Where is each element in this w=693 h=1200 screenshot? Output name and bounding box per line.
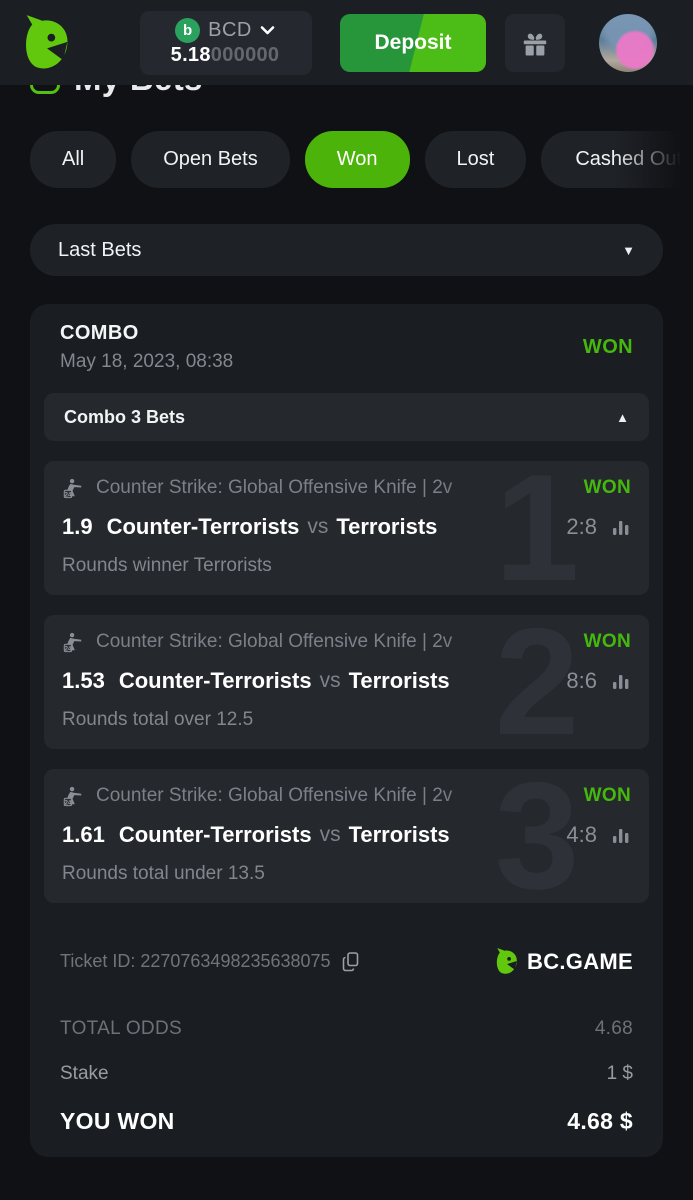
bet-leg-2: 2 24 Counter Strike: Global Offensive Kn…: [44, 615, 649, 749]
collapse-triangle-icon: ▲: [616, 409, 629, 425]
svg-text:24: 24: [65, 646, 72, 652]
leg-market: Rounds winner Terrorists: [62, 555, 272, 576]
leg-team1: Counter-Terrorists: [118, 822, 312, 847]
bet-card: COMBO May 18, 2023, 08:38 WON Combo 3 Be…: [30, 304, 663, 1157]
combo-toggle[interactable]: Combo 3 Bets ▲: [44, 393, 649, 441]
copy-icon[interactable]: [341, 951, 360, 972]
leg-market: Rounds total over 12.5: [62, 709, 254, 730]
ticket-row: Ticket ID: 2270763498235638075 B: [44, 947, 649, 976]
app-header: b BCD 5.18000000 Deposit: [0, 0, 693, 85]
stake-label: Stake: [60, 1063, 109, 1084]
bet-card-header: COMBO May 18, 2023, 08:38 WON: [44, 322, 649, 373]
leg-vs: vs: [319, 823, 341, 846]
leg-score: 2:8: [566, 514, 597, 539]
csgo-game-icon: 24: [62, 785, 84, 807]
bc-game-logo-icon[interactable]: [20, 12, 72, 74]
filter-open-bets[interactable]: Open Bets: [131, 131, 290, 188]
you-won-label: YOU WON: [60, 1108, 175, 1134]
stake-row: Stake 1 $: [44, 1063, 649, 1085]
filter-tabs: All Open Bets Won Lost Cashed Out: [30, 131, 693, 188]
ticket-id: Ticket ID: 2270763498235638075: [60, 951, 331, 971]
filter-won[interactable]: Won: [304, 131, 410, 188]
combo-toggle-label: Combo 3 Bets: [64, 406, 186, 427]
deposit-button[interactable]: Deposit: [340, 13, 486, 72]
leg-watermark-number: 3: [494, 769, 580, 903]
gift-button[interactable]: [505, 13, 565, 72]
you-won-row: YOU WON 4.68 $: [44, 1108, 649, 1135]
stake-value: 1 $: [606, 1063, 633, 1084]
brand-name: BC.GAME: [527, 948, 633, 974]
leg-team1: Counter-Terrorists: [106, 514, 300, 539]
total-odds-value: 4.68: [594, 1018, 633, 1039]
leg-team1: Counter-Terrorists: [118, 668, 312, 693]
leg-score: 8:6: [566, 668, 597, 693]
stats-icon[interactable]: [611, 825, 631, 845]
leg-market: Rounds total under 13.5: [62, 863, 265, 884]
my-bets-page: My Bets All Open Bets Won Lost Cashed Ou…: [0, 55, 693, 1157]
leg-status-badge: WON: [583, 631, 631, 652]
leg-score: 4:8: [566, 822, 597, 847]
leg-odds: 1.53: [62, 668, 105, 693]
chevron-down-icon: [260, 25, 275, 36]
stats-icon[interactable]: [611, 671, 631, 691]
bet-date: May 18, 2023, 08:38: [60, 351, 234, 372]
balance-value: 5.18000000: [170, 43, 280, 66]
csgo-game-icon: 24: [62, 477, 84, 499]
bet-status-badge: WON: [582, 336, 633, 358]
leg-team2: Terrorists: [336, 514, 438, 539]
leg-vs: vs: [319, 669, 341, 692]
leg-game-title: Counter Strike: Global Offensive Knife |…: [96, 477, 453, 498]
filter-all[interactable]: All: [30, 131, 117, 188]
total-odds-row: TOTAL ODDS 4.68: [44, 1018, 649, 1040]
leg-game-title: Counter Strike: Global Offensive Knife |…: [96, 785, 453, 806]
you-won-value: 4.68 $: [567, 1108, 633, 1134]
sort-select-value: Last Bets: [58, 238, 142, 261]
currency-code: BCD: [208, 18, 252, 41]
bc-game-logo-small-icon: [494, 947, 519, 976]
leg-vs: vs: [307, 515, 329, 538]
bet-leg-3: 3 24 Counter Strike: Global Offensive Kn…: [44, 769, 649, 903]
leg-watermark-number: 2: [494, 615, 580, 749]
stats-icon[interactable]: [611, 517, 631, 537]
leg-watermark-number: 1: [494, 461, 580, 595]
bet-type-label: COMBO: [60, 322, 139, 344]
leg-team2: Terrorists: [348, 668, 450, 693]
filter-cashed-out[interactable]: Cashed Out: [541, 131, 693, 188]
bet-leg-1: 1 24 Counter Strike: Global Offensive Kn…: [44, 461, 649, 595]
leg-game-title: Counter Strike: Global Offensive Knife |…: [96, 631, 453, 652]
svg-text:24: 24: [65, 800, 72, 806]
leg-odds: 1.9: [62, 514, 93, 539]
filter-lost[interactable]: Lost: [424, 131, 527, 188]
leg-odds: 1.61: [62, 822, 105, 847]
leg-status-badge: WON: [583, 477, 631, 498]
csgo-game-icon: 24: [62, 631, 84, 653]
svg-text:24: 24: [65, 492, 72, 498]
bcd-coin-icon: b: [175, 17, 201, 43]
bc-game-brand: BC.GAME: [494, 947, 633, 976]
total-odds-label: TOTAL ODDS: [60, 1018, 182, 1039]
gift-icon: [520, 28, 550, 58]
currency-selector[interactable]: b BCD 5.18000000: [140, 10, 312, 75]
sort-select[interactable]: Last Bets ▼: [30, 224, 663, 276]
avatar[interactable]: [599, 13, 657, 72]
leg-team2: Terrorists: [348, 822, 450, 847]
leg-status-badge: WON: [583, 785, 631, 806]
dropdown-triangle-icon: ▼: [622, 242, 635, 258]
